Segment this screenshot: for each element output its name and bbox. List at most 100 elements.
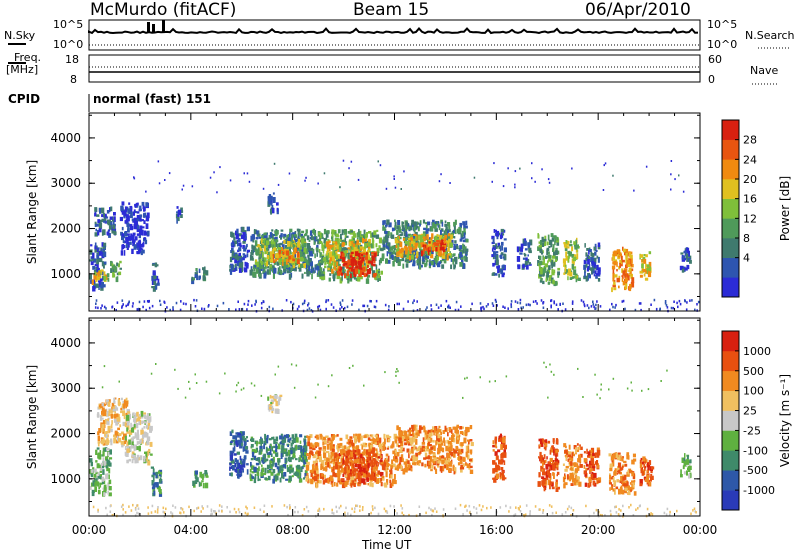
cell: [623, 271, 626, 276]
cell: [237, 300, 239, 303]
cell: [238, 462, 241, 469]
cell: [91, 489, 95, 493]
cell: [135, 414, 137, 419]
cell: [494, 273, 498, 276]
cell: [329, 464, 331, 469]
cell: [150, 466, 154, 469]
cell: [246, 253, 249, 258]
cell: [237, 259, 241, 263]
cell: [328, 440, 331, 444]
cell: [134, 444, 137, 451]
cell: [365, 443, 368, 447]
cell: [373, 472, 376, 477]
cell: [392, 250, 396, 253]
cell: [266, 464, 270, 470]
cell: [230, 243, 234, 246]
cell: [110, 440, 113, 446]
cell: [379, 164, 382, 167]
cell: [136, 211, 140, 214]
cell: [387, 308, 390, 312]
cell: [349, 443, 352, 448]
cell: [612, 254, 616, 260]
cell: [332, 274, 336, 279]
cell: [389, 470, 393, 475]
cell: [246, 249, 251, 253]
cell: [254, 303, 256, 306]
cell: [380, 450, 382, 456]
cell: [164, 179, 166, 181]
cell: [447, 233, 451, 237]
cell: [680, 265, 684, 271]
cell: [520, 247, 523, 252]
cell: [108, 474, 110, 479]
cell: [136, 434, 140, 441]
cell: [352, 243, 356, 247]
cell: [422, 250, 425, 255]
cell: [98, 275, 102, 279]
cell: [180, 300, 182, 303]
cell: [343, 262, 347, 266]
cell: [133, 211, 135, 216]
cell: [502, 185, 505, 188]
cell: [450, 256, 453, 262]
cell: [121, 209, 124, 215]
cell: [430, 260, 434, 266]
cell: [326, 249, 330, 253]
cell: [255, 248, 258, 254]
cell: [99, 470, 102, 473]
cell: [460, 257, 464, 260]
cell: [446, 254, 449, 261]
cell: [251, 451, 255, 458]
nsky-line: [88, 27, 699, 35]
cell: [462, 426, 464, 429]
cell: [384, 303, 387, 307]
cell: [351, 442, 355, 447]
cell: [137, 248, 142, 253]
cell: [123, 240, 127, 244]
cell: [352, 469, 355, 474]
cell: [102, 411, 106, 417]
cell: [583, 264, 586, 270]
cell: [397, 251, 400, 256]
cell: [153, 275, 157, 279]
cell: [267, 266, 270, 269]
cell: [139, 229, 142, 235]
cell: [353, 240, 355, 243]
cell: [311, 266, 314, 272]
cell: [272, 234, 277, 237]
cell: [126, 448, 130, 453]
cell: [305, 475, 308, 482]
cell: [334, 482, 336, 487]
cell: [297, 233, 300, 239]
cell: [121, 403, 124, 409]
cell: [537, 234, 540, 239]
cell: [233, 236, 236, 241]
cell: [327, 230, 330, 235]
cell: [510, 303, 512, 306]
cell: [413, 424, 416, 430]
cell: [133, 209, 136, 212]
cell: [234, 263, 237, 269]
cell: [139, 225, 143, 231]
cell: [332, 460, 336, 465]
cell: [133, 426, 136, 430]
cell: [332, 444, 335, 447]
cell: [139, 439, 142, 442]
cell: [229, 462, 232, 466]
cell: [361, 272, 364, 275]
cell: [331, 244, 335, 247]
cell: [408, 237, 412, 241]
cell: [380, 471, 382, 477]
cell: [425, 261, 428, 266]
cell: [426, 244, 429, 248]
cell: [524, 254, 527, 257]
cell: [319, 308, 322, 312]
cell: [574, 245, 578, 250]
cell: [353, 468, 357, 473]
cell: [448, 225, 451, 230]
cell: [495, 259, 499, 266]
cell: [496, 255, 499, 260]
cell: [289, 457, 292, 463]
cell: [118, 433, 122, 437]
cell: [347, 264, 349, 268]
